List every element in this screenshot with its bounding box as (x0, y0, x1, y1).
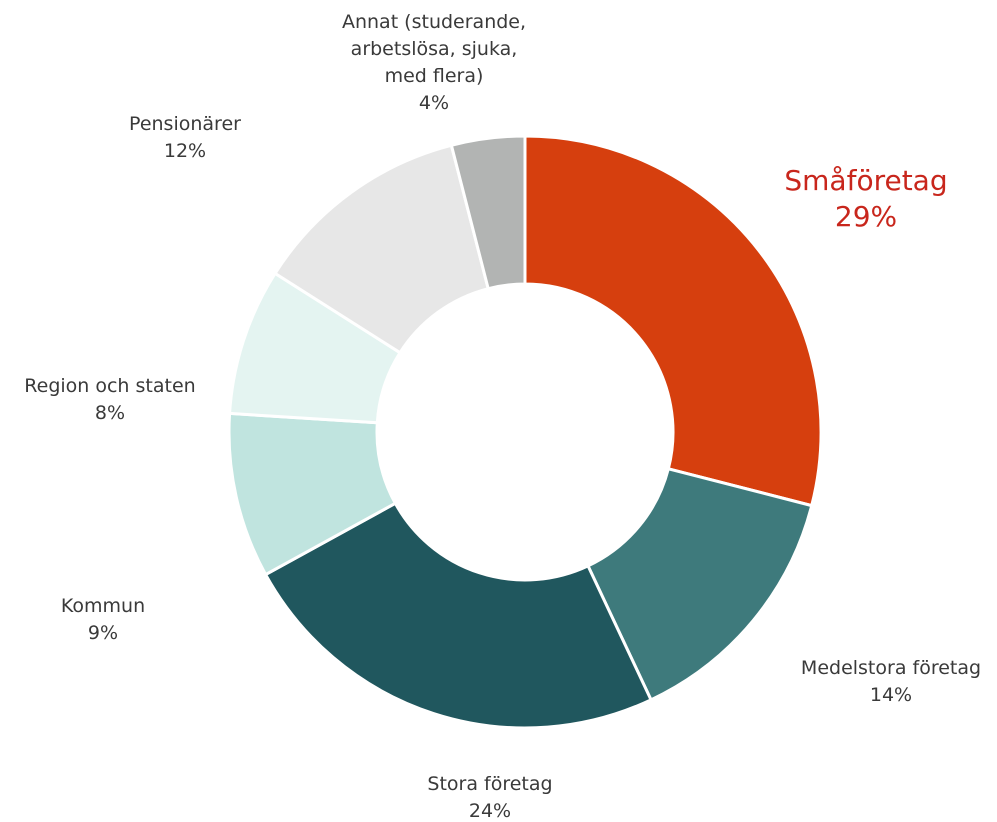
slice-stora-foretag (264, 501, 653, 730)
slice-label-smaforetag: Småföretag 29% (784, 164, 947, 233)
slice-label-pensionarer: Pensionärer 12% (129, 113, 241, 162)
slices-group (227, 134, 823, 730)
slice-medelstora-foretag (586, 467, 814, 702)
slice-label-annat: Annat (studerande, arbetslösa, sjuka, med … (342, 11, 526, 114)
slice-annat (449, 134, 527, 291)
slice-label-region-och-staten: Region och staten 8% (24, 375, 195, 424)
labels-group: Småföretag 29% Medelstora företag 14% Stora … (24, 11, 981, 822)
slice-label-kommun: Kommun 9% (61, 595, 145, 644)
slice-smaforetag (523, 134, 823, 508)
slice-label-stora-foretag: Stora företag 24% (427, 773, 552, 822)
slice-label-medelstora-foretag: Medelstora företag 14% (801, 657, 981, 706)
